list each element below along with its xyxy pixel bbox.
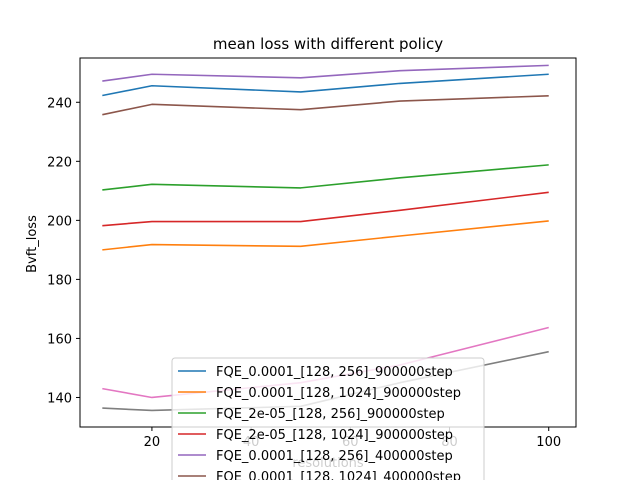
legend-entry-4: FQE_2e-05_[128, 1024]_900000step [216, 428, 453, 443]
x-tick-label: 100 [536, 435, 561, 450]
y-tick-label: 220 [47, 155, 72, 170]
y-tick-label: 160 [47, 332, 72, 347]
x-tick-label: 20 [144, 435, 161, 450]
y-tick-label: 240 [47, 96, 72, 111]
chart-title: mean loss with different policy [213, 35, 443, 53]
series-line-5 [102, 64, 549, 82]
legend-box [171, 357, 485, 480]
series-line-1 [102, 73, 549, 97]
legend: FQE_0.0001_[128, 256]_900000step FQE_0.00… [171, 357, 485, 480]
series-line-2 [102, 220, 549, 251]
series-line-4 [102, 191, 549, 227]
y-tick-label: 180 [47, 273, 72, 288]
y-axis-ticks: 140 160 180 200 220 240 [47, 96, 80, 406]
y-tick-label: 200 [47, 214, 72, 229]
legend-entry-6: FQE_0.0001_[128, 1024]_400000step [216, 470, 461, 480]
legend-entry-2: FQE_0.0001_[128, 1024]_900000step [216, 386, 461, 401]
y-tick-label: 140 [47, 391, 72, 406]
legend-entry-5: FQE_0.0001_[128, 256]_400000step [216, 449, 453, 464]
series-line-6 [102, 94, 549, 116]
legend-entry-1: FQE_0.0001_[128, 256]_900000step [216, 365, 453, 380]
y-axis-label: Bvft_loss [25, 215, 40, 273]
legend-entry-3: FQE_2e-05_[128, 256]_900000step [216, 407, 445, 422]
series-line-3 [102, 164, 549, 191]
